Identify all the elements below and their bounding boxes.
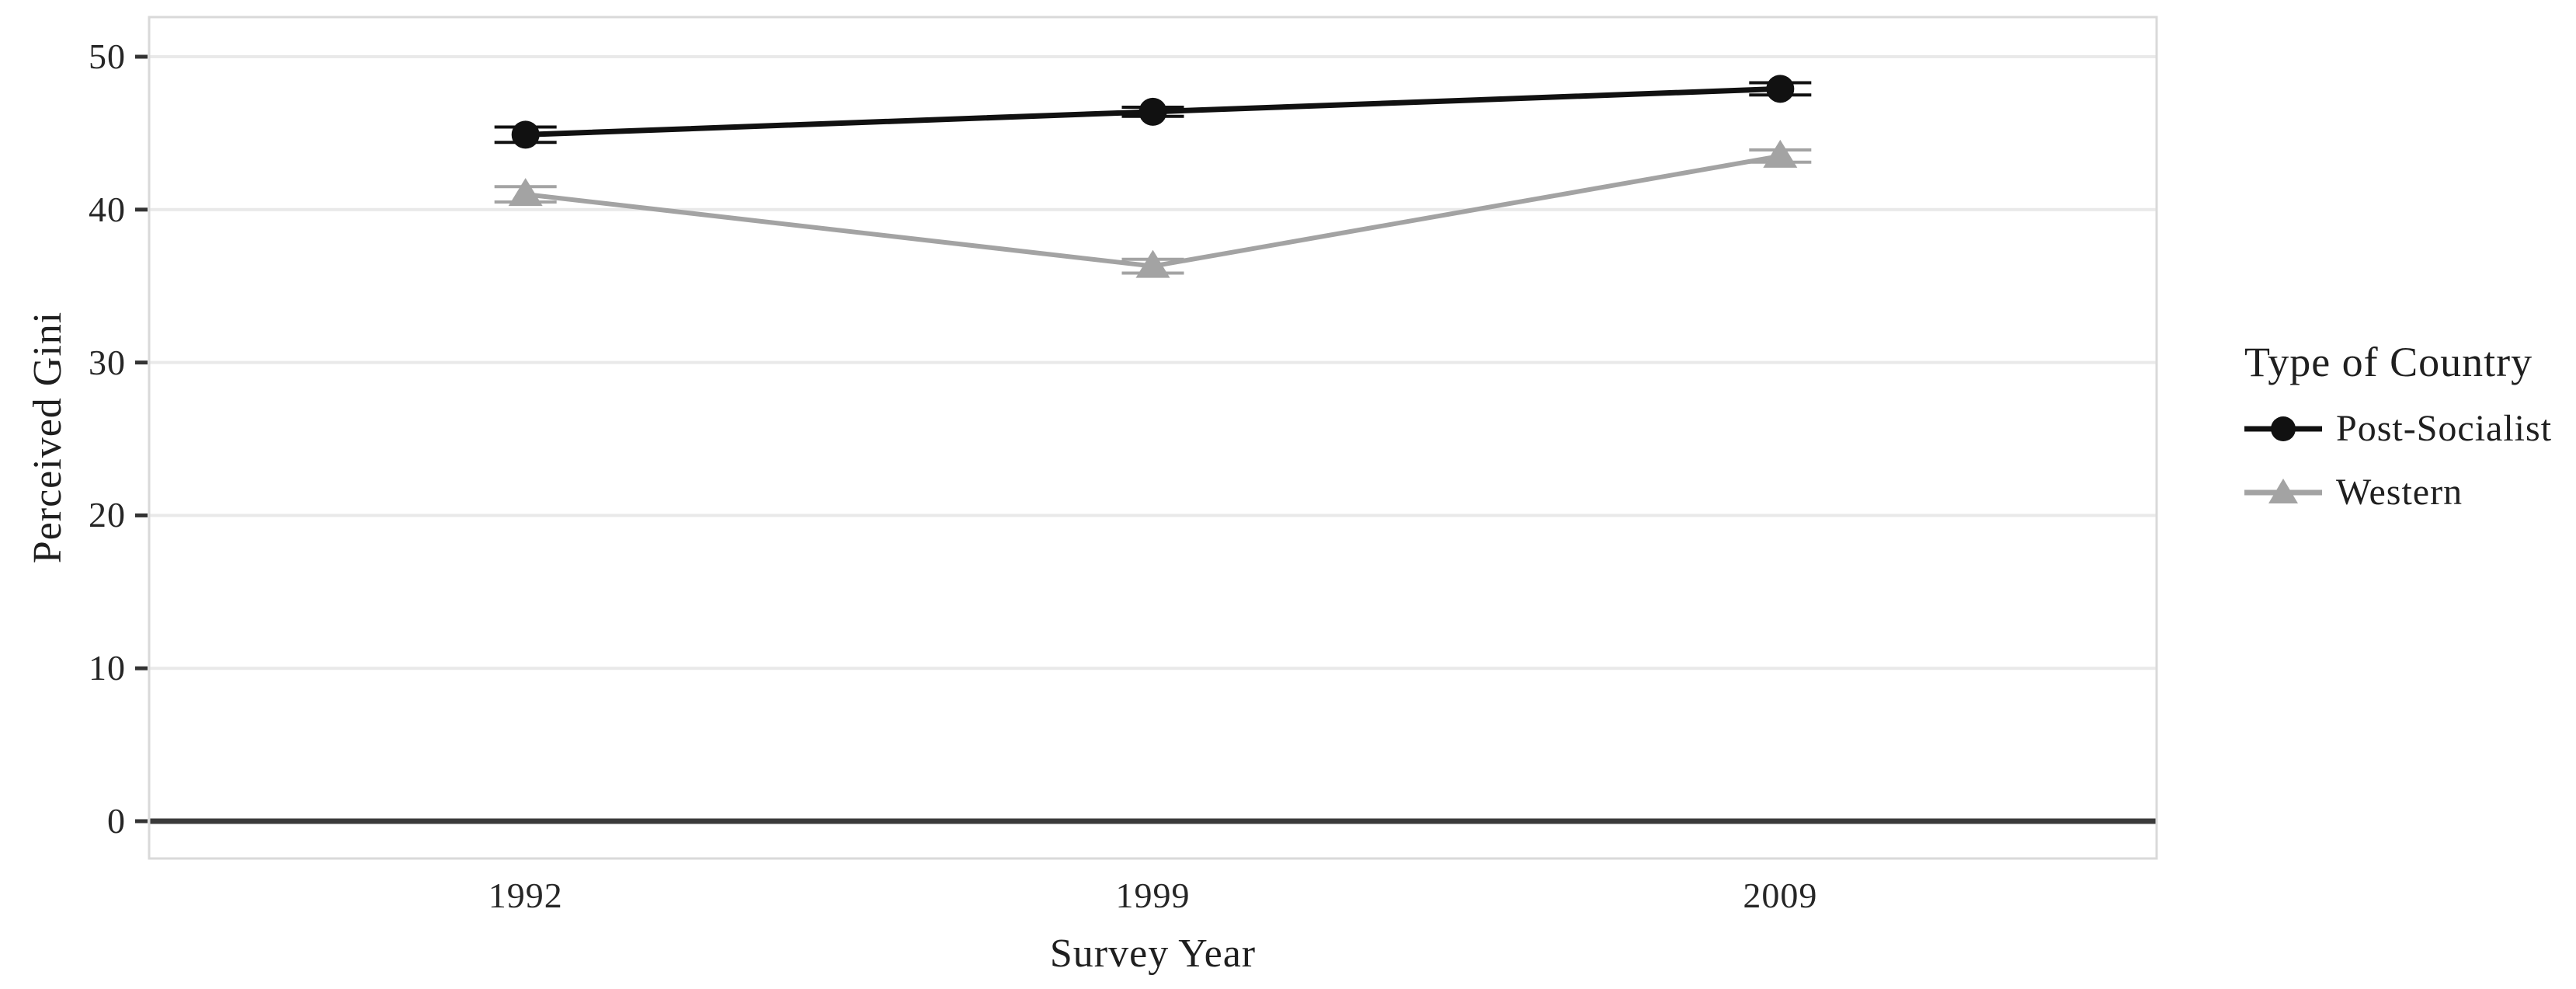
x-axis-title: Survey Year — [1049, 932, 1257, 976]
marker-triangle-western-1992 — [508, 178, 543, 207]
legend-entry-western: Western — [2244, 471, 2552, 514]
marker-circle-post-socialist-1999 — [1139, 97, 1167, 126]
panel-border — [148, 16, 2158, 860]
y-tick-label-30: 30 — [89, 342, 126, 382]
y-tick-label-20: 20 — [89, 495, 126, 535]
marker-triangle-western-1999 — [1135, 249, 1170, 278]
legend-entry-post-socialist: Post-Socialist — [2244, 407, 2552, 451]
western-line-triangle-icon — [2244, 479, 2322, 503]
y-tick-label-10: 10 — [89, 648, 126, 688]
post-socialist-line-circle-icon — [2244, 416, 2322, 441]
y-tick-label-50: 50 — [89, 37, 126, 76]
legend-key-circle — [2271, 416, 2296, 441]
marker-triangle-western-2009 — [1763, 139, 1798, 168]
y-tick-label-0: 0 — [107, 801, 126, 841]
marker-circle-post-socialist-2009 — [1766, 75, 1795, 103]
y-axis-title-text: Perceived Gini — [26, 311, 70, 564]
legend-key-triangle — [2268, 479, 2298, 503]
x-tick-label-1999: 1999 — [1115, 876, 1191, 915]
series-western — [494, 139, 1812, 278]
x-tick-label-2009: 2009 — [1743, 876, 1818, 915]
marker-circle-post-socialist-1992 — [511, 120, 540, 149]
series-post-socialist — [494, 75, 1812, 149]
x-tick-label-1992: 1992 — [488, 876, 563, 915]
y-tick-label-40: 40 — [89, 189, 126, 229]
legend-label-post-socialist: Post-Socialist — [2336, 408, 2553, 449]
legend-label-western: Western — [2336, 472, 2463, 513]
legend-title: Type of Country — [2244, 339, 2533, 385]
legend: Type of Country Post-Socialist Western — [2244, 337, 2552, 514]
